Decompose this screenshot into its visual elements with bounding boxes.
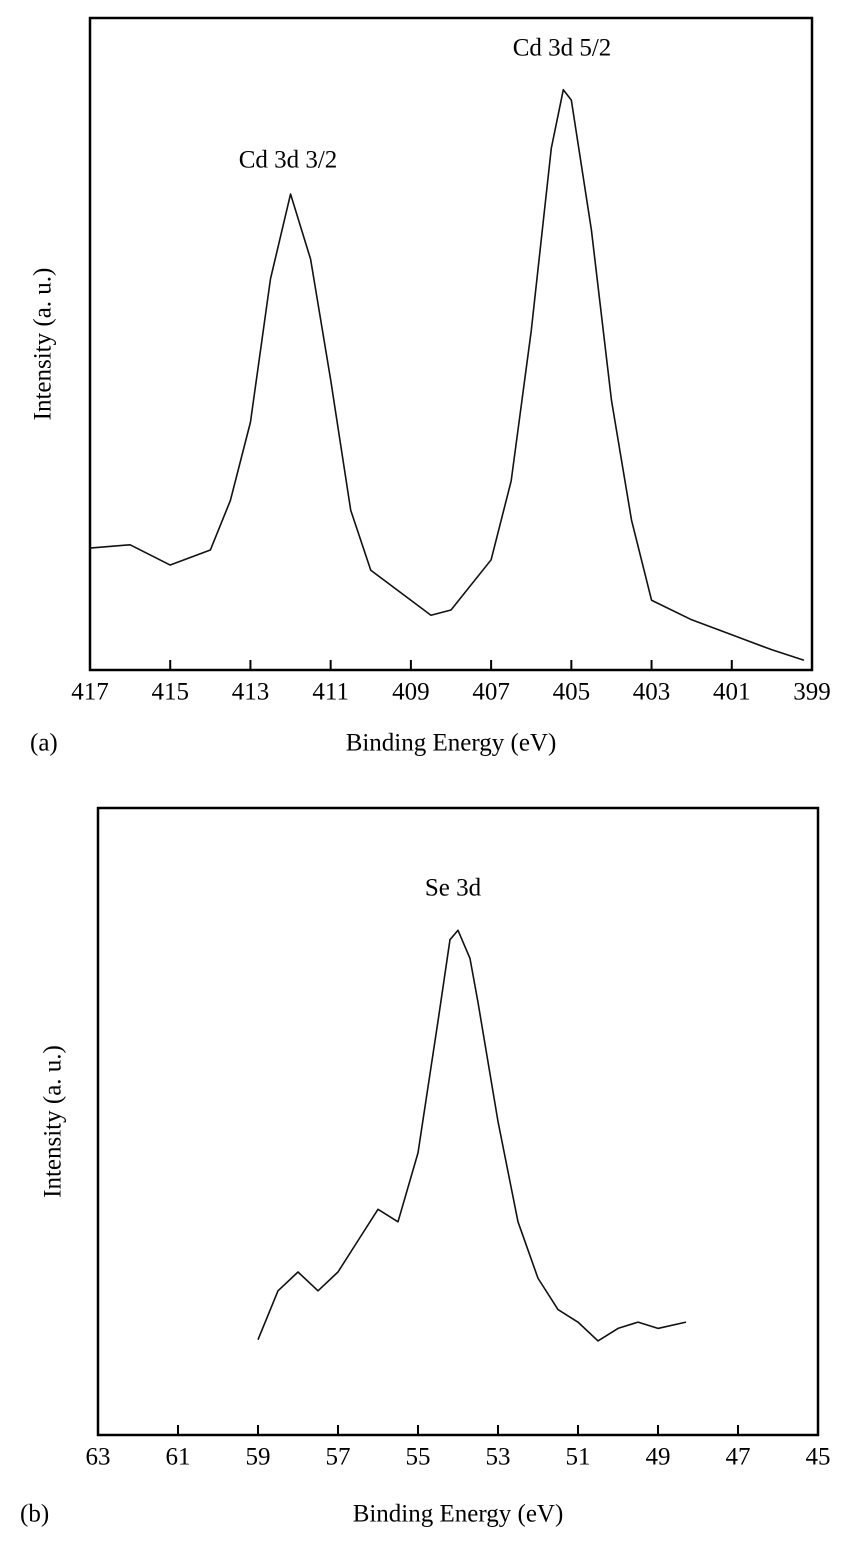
plot-frame [96, 806, 820, 1437]
x-tick-label: 403 [633, 679, 671, 706]
peak-label: Se 3d [425, 875, 482, 902]
x-tick-label: 47 [726, 1444, 751, 1471]
panel-label: (a) [30, 730, 58, 757]
x-tick-label: 415 [151, 679, 189, 706]
x-axis-title: Binding Energy (eV) [353, 1501, 564, 1528]
x-tick-label: 417 [71, 679, 109, 706]
x-tick-label: 53 [486, 1444, 511, 1471]
peak-label: Cd 3d 5/2 [513, 35, 612, 62]
x-tick-label: 63 [86, 1444, 111, 1471]
x-tick-label: 59 [246, 1444, 271, 1471]
x-tick-label: 401 [713, 679, 751, 706]
y-axis-title: Intensity (a. u.) [40, 1045, 67, 1198]
x-tick-label: 411 [312, 679, 349, 706]
x-tick-label: 55 [406, 1444, 431, 1471]
x-tick-label: 61 [166, 1444, 191, 1471]
x-tick-label: 49 [646, 1444, 671, 1471]
plot-frame [88, 16, 814, 672]
x-tick-label: 51 [566, 1444, 591, 1471]
x-tick-label: 405 [553, 679, 591, 706]
spectrum-line [89, 88, 805, 661]
panel-label: (b) [20, 1501, 49, 1528]
x-axis-title: Binding Energy (eV) [346, 730, 557, 757]
x-tick-label: 409 [392, 679, 430, 706]
x-tick-label: 407 [472, 679, 510, 706]
x-tick-label: 45 [806, 1444, 831, 1471]
y-axis-title: Intensity (a. u.) [30, 268, 57, 421]
spectrum-line [257, 929, 687, 1342]
x-tick-label: 57 [326, 1444, 351, 1471]
x-tick-label: 413 [232, 679, 270, 706]
peak-label: Cd 3d 3/2 [239, 147, 338, 174]
x-tick-label: 399 [793, 679, 831, 706]
